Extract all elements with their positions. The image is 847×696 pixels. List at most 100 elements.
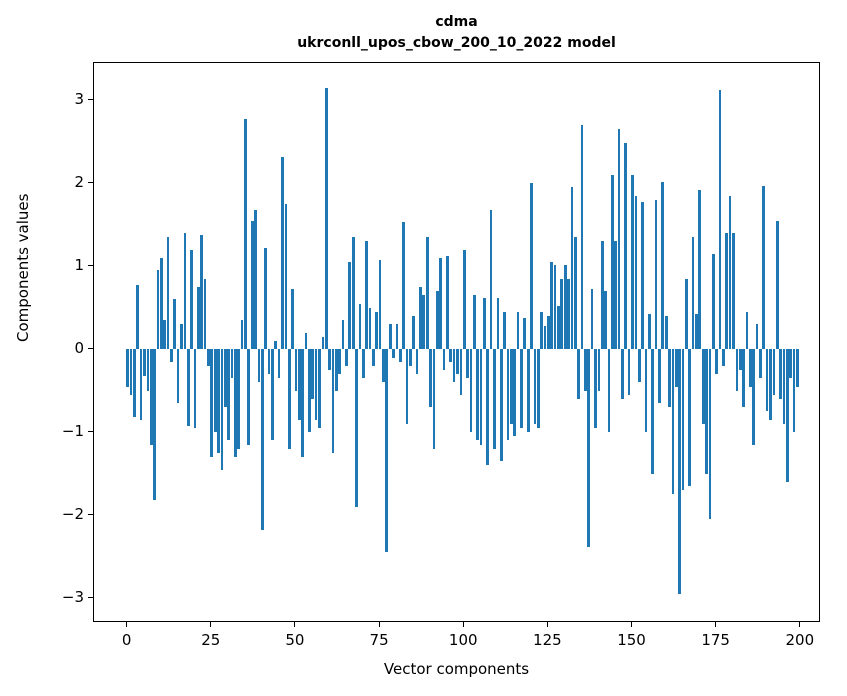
bar: [308, 349, 311, 433]
bar: [785, 349, 789, 482]
bar: [637, 349, 641, 383]
y-tick-label: −1: [61, 422, 84, 441]
bar: [170, 349, 173, 362]
bar: [382, 349, 385, 383]
x-tick-mark: [546, 622, 548, 627]
bar: [506, 349, 510, 441]
bar: [634, 195, 638, 350]
bar: [614, 241, 618, 350]
bar: [486, 349, 490, 466]
bar: [668, 349, 671, 408]
bar: [334, 349, 338, 391]
bar: [149, 349, 153, 445]
bar: [779, 349, 782, 399]
x-tick-label: 125: [533, 631, 562, 649]
bar: [321, 336, 325, 350]
bar: [425, 237, 429, 350]
bar: [250, 220, 254, 350]
bar: [698, 189, 702, 350]
bar: [166, 237, 170, 350]
bar: [674, 349, 678, 387]
bar: [526, 349, 530, 433]
bar: [735, 349, 739, 391]
bar: [520, 349, 523, 429]
bar: [651, 349, 655, 474]
bar: [378, 259, 382, 350]
bar: [287, 349, 291, 449]
bar: [631, 175, 634, 350]
bar: [496, 297, 500, 350]
y-tick-mark: [88, 596, 93, 598]
x-tick-label: 175: [701, 631, 730, 649]
y-tick-mark: [88, 347, 93, 349]
bar: [183, 233, 187, 350]
bar: [624, 143, 628, 350]
y-tick-mark: [88, 98, 93, 100]
bar: [173, 299, 177, 350]
bar: [499, 349, 503, 462]
x-tick-mark: [126, 622, 128, 627]
bar: [213, 349, 217, 433]
bar: [530, 183, 533, 350]
bar: [567, 278, 570, 350]
bar: [560, 278, 564, 350]
bar: [294, 349, 298, 391]
bar: [769, 349, 772, 420]
bar: [355, 349, 358, 507]
bar: [685, 278, 688, 350]
bar: [469, 349, 473, 433]
bar: [725, 233, 729, 350]
bar: [348, 262, 352, 350]
bar: [658, 349, 661, 404]
bar: [234, 349, 237, 458]
x-tick-mark: [799, 622, 801, 627]
bar: [244, 118, 247, 350]
bar: [375, 311, 379, 350]
bar: [691, 237, 695, 350]
bar: [701, 349, 705, 424]
bar: [176, 349, 180, 404]
bar: [415, 349, 419, 375]
x-tick-label: 75: [369, 631, 389, 649]
bar: [472, 295, 476, 350]
bar: [610, 175, 614, 350]
bar: [796, 349, 799, 387]
bar: [708, 349, 712, 520]
bar: [368, 307, 372, 350]
bar: [748, 349, 752, 387]
bar: [476, 349, 480, 441]
bar: [728, 195, 732, 350]
bar: [422, 295, 426, 350]
x-tick-mark: [294, 622, 296, 627]
bar: [553, 264, 557, 350]
bar: [722, 349, 725, 366]
bar: [604, 291, 607, 350]
bar: [483, 297, 486, 350]
bar: [594, 349, 597, 429]
x-tick-label: 25: [201, 631, 221, 649]
bar: [240, 320, 244, 350]
bar: [254, 209, 257, 350]
bar: [385, 349, 389, 553]
bar: [775, 220, 779, 350]
bar: [513, 349, 517, 437]
bar: [207, 349, 210, 366]
bar: [503, 311, 506, 350]
bar: [449, 349, 453, 362]
bar: [210, 349, 214, 458]
bar: [180, 324, 183, 350]
bar: [291, 288, 294, 350]
bar: [203, 278, 207, 350]
bar: [782, 349, 786, 424]
bar: [540, 311, 543, 350]
bar: [762, 185, 766, 350]
bar: [577, 349, 580, 399]
y-tick-mark: [88, 513, 93, 515]
bar: [200, 234, 204, 350]
bar: [405, 349, 409, 424]
bar: [331, 349, 335, 453]
bar: [442, 349, 446, 370]
bar: [648, 314, 651, 350]
bar: [755, 324, 759, 350]
y-tick-mark: [88, 430, 93, 432]
